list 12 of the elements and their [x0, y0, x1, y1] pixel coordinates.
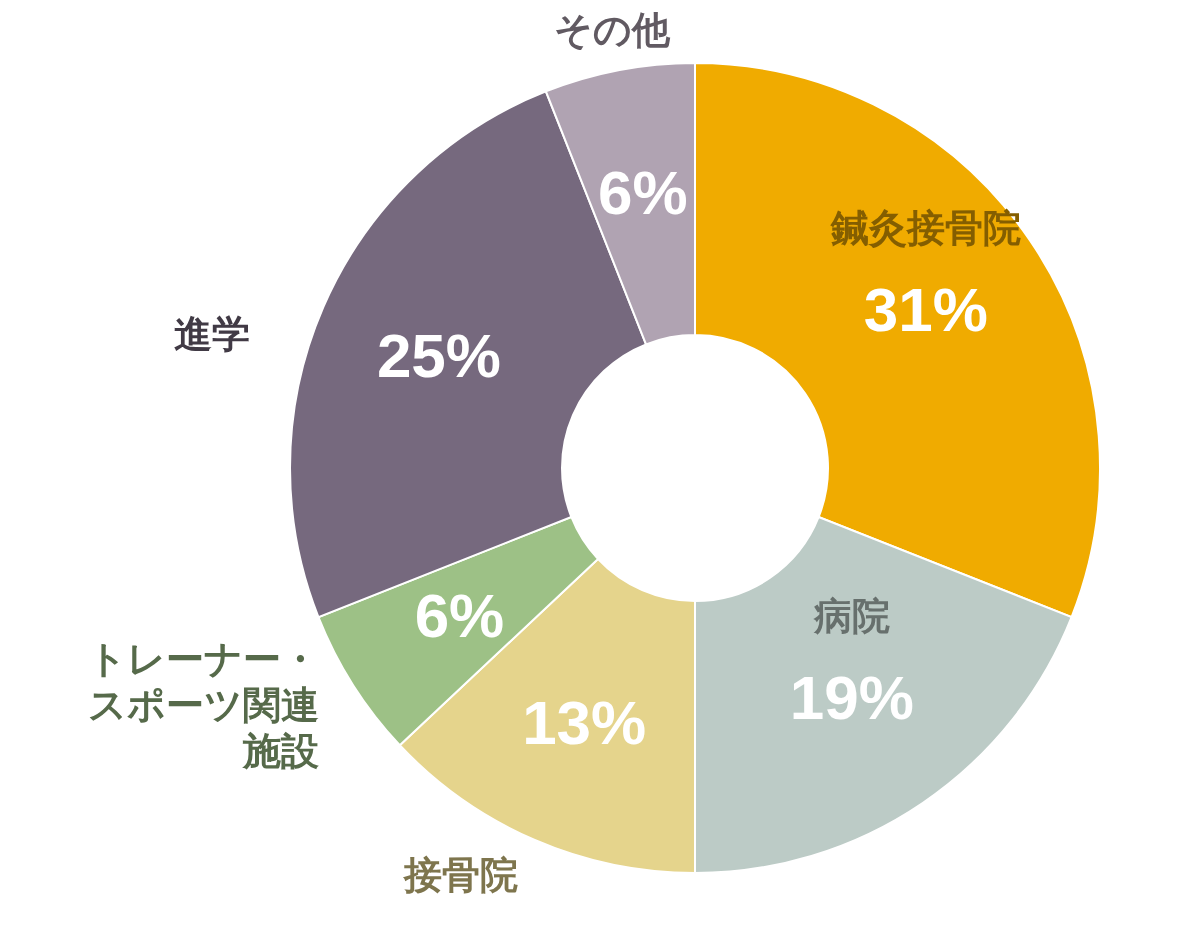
data-label: 19%	[789, 662, 914, 732]
data-label: 6%	[414, 581, 505, 651]
slice-label: 病院	[812, 593, 890, 638]
slice-label: 接骨院	[402, 853, 519, 898]
data-label: 25%	[376, 321, 501, 391]
data-label: 31%	[863, 275, 988, 345]
data-label: 6%	[597, 157, 688, 227]
slice-label: 進学	[174, 312, 250, 357]
data-label: 13%	[522, 688, 647, 758]
slice-label: 鍼灸接骨院	[829, 206, 1021, 251]
slice-label: その他	[553, 7, 671, 52]
slice-label: トレーナー・スポーツ関連施設	[88, 637, 320, 774]
